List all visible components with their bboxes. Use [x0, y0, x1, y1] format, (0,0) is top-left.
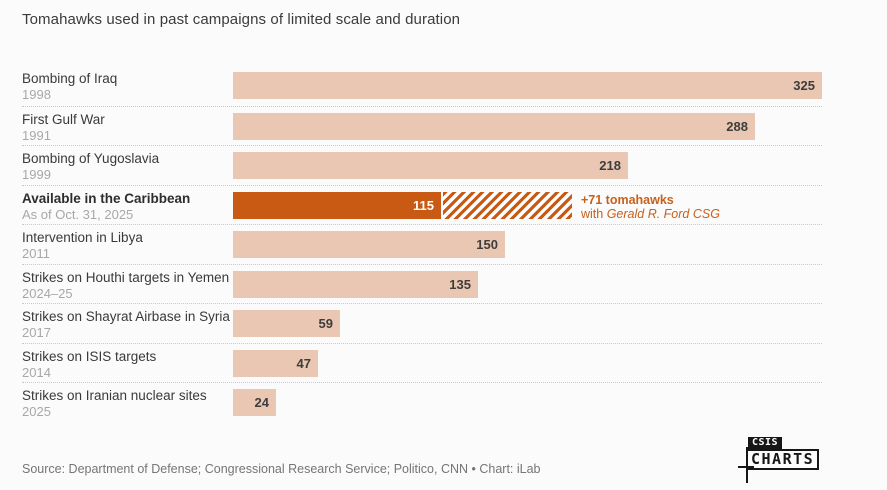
bar-zone: 288: [233, 107, 822, 146]
bar-zone: 59: [233, 304, 822, 343]
chart-row: Strikes on Shayrat Airbase in Syria 2017…: [22, 303, 822, 343]
bar-value: 115: [413, 197, 434, 213]
row-label-group: Strikes on Iranian nuclear sites 2025: [22, 383, 233, 422]
bar: 288: [233, 112, 755, 140]
row-label-group: Available in the Caribbean As of Oct. 31…: [22, 186, 233, 225]
bar: 115: [233, 191, 441, 219]
row-sublabel: 1999: [22, 167, 51, 182]
row-label-group: Bombing of Yugoslavia 1999: [22, 146, 233, 185]
bar-extension-hatch: [443, 191, 572, 219]
chart-row: First Gulf War 1991 288: [22, 105, 822, 146]
bar: 218: [233, 152, 628, 179]
bar-value: 288: [726, 118, 748, 134]
bar: 150: [233, 231, 505, 258]
bar-extension-annotation: +71 tomahawks with Gerald R. Ford CSG: [581, 193, 720, 221]
row-label: Strikes on Shayrat Airbase in Syria: [22, 309, 230, 324]
bar-zone: 150: [233, 225, 822, 264]
bar-zone: 325: [233, 66, 822, 106]
row-label: Bombing of Iraq: [22, 71, 118, 86]
bar: 24: [233, 389, 276, 416]
row-label-group: Intervention in Libya 2011: [22, 225, 233, 264]
page-title: Tomahawks used in past campaigns of limi…: [22, 11, 461, 28]
row-label-group: First Gulf War 1991: [22, 107, 233, 146]
row-label-group: Strikes on Houthi targets in Yemen 2024–…: [22, 265, 233, 304]
row-label: Available in the Caribbean: [22, 190, 191, 206]
row-sublabel: 1998: [22, 87, 51, 102]
source-credit: Source: Department of Defense; Congressi…: [22, 462, 541, 476]
row-sublabel: 2024–25: [22, 285, 73, 301]
row-label: Strikes on ISIS targets: [22, 348, 157, 364]
chart-row: Bombing of Yugoslavia 1999 218: [22, 145, 822, 185]
row-label-group: Bombing of Iraq 1998: [22, 66, 233, 106]
row-sublabel: 2025: [22, 404, 51, 419]
chart-row: Intervention in Libya 2011 150: [22, 224, 822, 264]
row-sublabel: 2011: [22, 246, 50, 261]
bar: 325: [233, 72, 822, 99]
chart-row: Available in the Caribbean As of Oct. 31…: [22, 184, 822, 225]
row-label: Bombing of Yugoslavia: [22, 151, 160, 166]
bar-zone: 218: [233, 146, 822, 185]
row-sublabel: 2014: [22, 364, 51, 380]
bar: 47: [233, 349, 318, 377]
row-sublabel: As of Oct. 31, 2025: [22, 206, 134, 222]
annotation-line1: +71 tomahawks: [581, 192, 674, 207]
csis-charts-logo: CSIS CHARTS: [736, 432, 846, 490]
chart-row: Strikes on Iranian nuclear sites 2025 24: [22, 382, 822, 422]
row-label-group: Strikes on Shayrat Airbase in Syria 2017: [22, 304, 233, 343]
chart-row: Strikes on ISIS targets 2014 47: [22, 342, 822, 383]
row-label: Strikes on Iranian nuclear sites: [22, 388, 207, 403]
bar-value: 135: [449, 276, 471, 292]
bar-value: 150: [476, 237, 498, 252]
row-label: First Gulf War: [22, 111, 105, 127]
annotation-with: with: [581, 206, 607, 221]
bar-chart: Bombing of Iraq 1998 325 First Gulf War …: [22, 66, 822, 422]
bar: 59: [233, 310, 340, 337]
bar: 135: [233, 270, 478, 298]
bar-value: 325: [793, 78, 815, 93]
logo-csis-text: CSIS: [748, 437, 783, 449]
bar-zone: 135: [233, 265, 822, 304]
chart-row: Bombing of Iraq 1998 325: [22, 66, 822, 106]
bar-value: 59: [318, 316, 333, 331]
row-sublabel: 2017: [22, 325, 51, 340]
bar-value: 24: [254, 395, 269, 410]
annotation-ship: Gerald R. Ford CSG: [606, 206, 720, 221]
logo-charts-text: CHARTS: [746, 449, 820, 470]
row-label-group: Strikes on ISIS targets 2014: [22, 344, 233, 383]
chart-row: Strikes on Houthi targets in Yemen 2024–…: [22, 263, 822, 304]
row-sublabel: 1991: [22, 127, 51, 143]
bar-zone: 47: [233, 344, 822, 383]
row-label: Intervention in Libya: [22, 230, 143, 245]
bar-zone: 24: [233, 383, 822, 422]
row-label: Strikes on Houthi targets in Yemen: [22, 269, 230, 285]
bar-zone: 115 +71 tomahawks with Gerald R. Ford CS…: [233, 186, 822, 225]
bar-value: 47: [296, 355, 311, 371]
annotation-line2: with Gerald R. Ford CSG: [581, 207, 720, 221]
bar-value: 218: [599, 158, 621, 173]
